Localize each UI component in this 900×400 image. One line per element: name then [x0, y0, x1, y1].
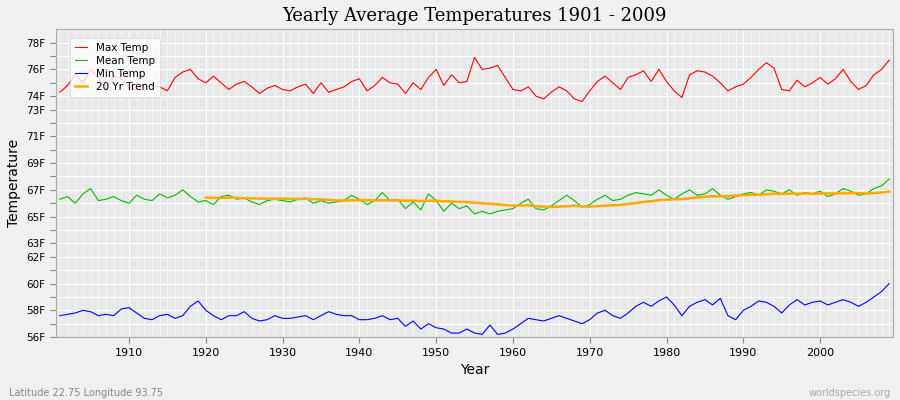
Mean Temp [285, 200, 296, 204]
Max Temp [577, 99, 588, 104]
20 Yr Trend [546, 205, 557, 210]
Min Temp [55, 313, 66, 318]
Mean Temp [515, 201, 526, 206]
20 Yr Trend [860, 191, 871, 196]
20 Yr Trend [292, 196, 303, 201]
Min Temp [515, 321, 526, 326]
Max Temp [515, 88, 526, 93]
20 Yr Trend [777, 191, 788, 196]
Max Temp [884, 58, 895, 62]
Min Temp [477, 332, 488, 337]
Mean Temp [469, 212, 480, 216]
Min Temp [508, 327, 518, 332]
Min Temp [608, 313, 618, 318]
Mean Temp [508, 206, 518, 211]
Mean Temp [55, 197, 66, 202]
Title: Yearly Average Temperatures 1901 - 2009: Yearly Average Temperatures 1901 - 2009 [283, 7, 667, 25]
20 Yr Trend [792, 191, 803, 196]
Max Temp [55, 90, 66, 94]
Max Temp [285, 88, 296, 93]
20 Yr Trend [684, 196, 695, 200]
Mean Temp [884, 177, 895, 182]
Mean Temp [608, 198, 618, 203]
Text: Latitude 22.75 Longitude 93.75: Latitude 22.75 Longitude 93.75 [9, 388, 163, 398]
Legend: Max Temp, Mean Temp, Min Temp, 20 Yr Trend: Max Temp, Mean Temp, Min Temp, 20 Yr Tre… [69, 38, 160, 97]
X-axis label: Year: Year [460, 363, 490, 377]
Min Temp [285, 316, 296, 321]
Line: Max Temp: Max Temp [60, 57, 889, 102]
20 Yr Trend [884, 189, 895, 194]
Max Temp [615, 87, 626, 92]
Max Temp [331, 87, 342, 92]
Line: Min Temp: Min Temp [60, 284, 889, 334]
Line: Mean Temp: Mean Temp [60, 179, 889, 214]
Y-axis label: Temperature: Temperature [7, 139, 21, 227]
Mean Temp [331, 200, 342, 204]
Mean Temp [116, 198, 127, 203]
Min Temp [884, 281, 895, 286]
Max Temp [469, 55, 480, 60]
Min Temp [116, 306, 127, 311]
Min Temp [331, 312, 342, 317]
20 Yr Trend [201, 195, 212, 200]
Max Temp [508, 87, 518, 92]
Max Temp [116, 76, 127, 81]
Text: worldspecies.org: worldspecies.org [809, 388, 891, 398]
20 Yr Trend [408, 198, 418, 203]
Line: 20 Yr Trend: 20 Yr Trend [206, 192, 889, 207]
